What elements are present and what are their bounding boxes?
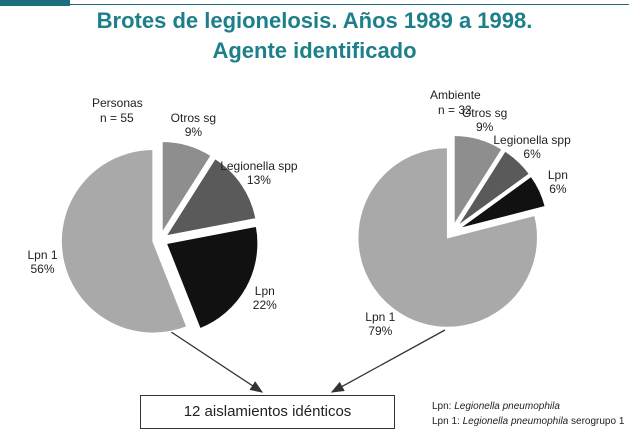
slice-value: 6% <box>549 182 567 197</box>
slice-name: Lpn <box>547 168 568 183</box>
result-box: 12 aislamientos idénticos <box>140 395 395 429</box>
slice-name: Lpn 1 <box>27 248 58 263</box>
pie-slice <box>457 175 547 230</box>
note: Lpn 1: Legionella pneumophila serogrupo … <box>432 416 624 427</box>
slice-value: 22% <box>252 297 277 312</box>
slice-name: Lpn <box>254 283 275 298</box>
pie-slice <box>164 157 258 238</box>
slice-name: Lpn 1 <box>365 310 396 325</box>
arrow <box>330 329 446 393</box>
slice-label: Lpn 1 79% <box>340 310 420 338</box>
slice-name: Legionella spp <box>493 132 571 147</box>
slice-value: 6% <box>523 146 541 161</box>
slice-value: 9% <box>475 119 494 134</box>
slice-value: 13% <box>246 172 271 187</box>
note-text: Legionella pneumophila <box>462 416 569 427</box>
slice-value: 56% <box>30 262 55 277</box>
slice-name: Otros sg <box>461 105 508 120</box>
slice-label: Legionella spp 13% <box>219 159 299 187</box>
top-rule <box>70 4 629 5</box>
pie-slice <box>161 140 213 236</box>
pie-title: Personas <box>92 96 143 110</box>
pie-slice <box>456 149 531 228</box>
title-line: Brotes de legionelosis. Años 1989 a 1998… <box>96 8 533 33</box>
slice-value: 9% <box>184 125 203 140</box>
slice-label: Lpn 22% <box>225 284 305 312</box>
note-text: Legionella pneumophila <box>454 401 560 412</box>
slice-label: Lpn 1 56% <box>3 248 83 276</box>
pie-slice <box>356 146 539 329</box>
pie-subtitle: n = 55 <box>100 111 134 125</box>
pie-slice <box>165 225 259 330</box>
slice-label: Otros sg 9% <box>445 106 525 134</box>
slice-name: Legionella spp <box>220 158 298 173</box>
top-bar <box>0 0 70 6</box>
slice-label: Legionella spp 6% <box>492 133 572 161</box>
slice-label: Otros sg 9% <box>153 111 233 139</box>
slice-label: Lpn 6% <box>518 168 598 196</box>
pie-slice <box>60 148 188 335</box>
slice-name: Otros sg <box>170 111 217 126</box>
title-line: Agente identificado <box>212 38 417 63</box>
note: Lpn: Legionella pneumophila <box>432 401 560 412</box>
pie-title: Ambiente <box>430 88 481 102</box>
note-abbr: Lpn 1: <box>432 416 460 427</box>
slice-value: 79% <box>368 324 393 339</box>
note-suffix: serogrupo 1 <box>571 416 625 427</box>
pie-subtitle: n = 32 <box>438 103 472 117</box>
note-abbr: Lpn: <box>432 401 452 412</box>
pie-slice <box>453 134 504 228</box>
